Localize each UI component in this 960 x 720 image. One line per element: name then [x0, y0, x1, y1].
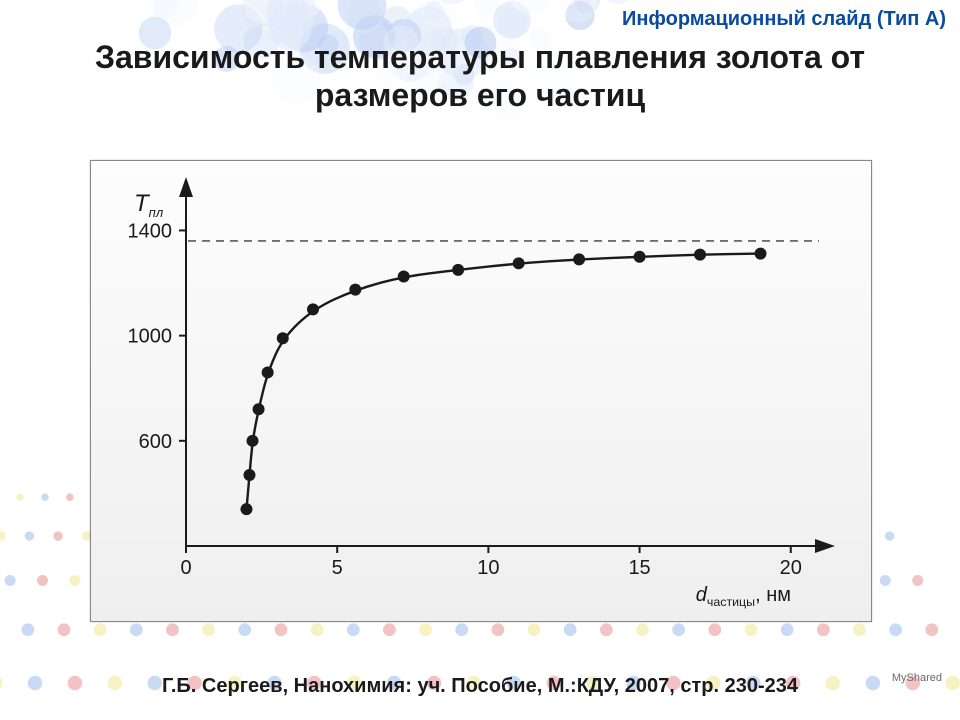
svg-text:600: 600 [139, 431, 172, 453]
melting-chart: 600 1000 1400 0 5 10 15 20 Tпл dчастицы, нм [90, 160, 872, 622]
svg-text:Tпл: Tпл [134, 190, 164, 220]
citation-text: Г.Б. Сергеев, Нанохимия: уч. Пособие, М.… [0, 675, 960, 698]
svg-text:15: 15 [628, 557, 650, 579]
svg-text:1000: 1000 [128, 326, 173, 348]
svg-text:5: 5 [332, 557, 343, 579]
page-title: Зависимость температуры плавления золота… [0, 38, 960, 115]
svg-text:0: 0 [180, 557, 191, 579]
svg-text:1400: 1400 [128, 220, 173, 242]
svg-text:10: 10 [477, 557, 499, 579]
slide-type-label: Информационный слайд (Тип А) [622, 8, 946, 31]
watermark: MyShared [892, 672, 942, 684]
svg-text:20: 20 [780, 557, 802, 579]
svg-text:dчастицы, нм: dчастицы, нм [696, 584, 791, 609]
chart-svg: 600 1000 1400 0 5 10 15 20 Tпл dчастицы, нм [91, 161, 871, 621]
